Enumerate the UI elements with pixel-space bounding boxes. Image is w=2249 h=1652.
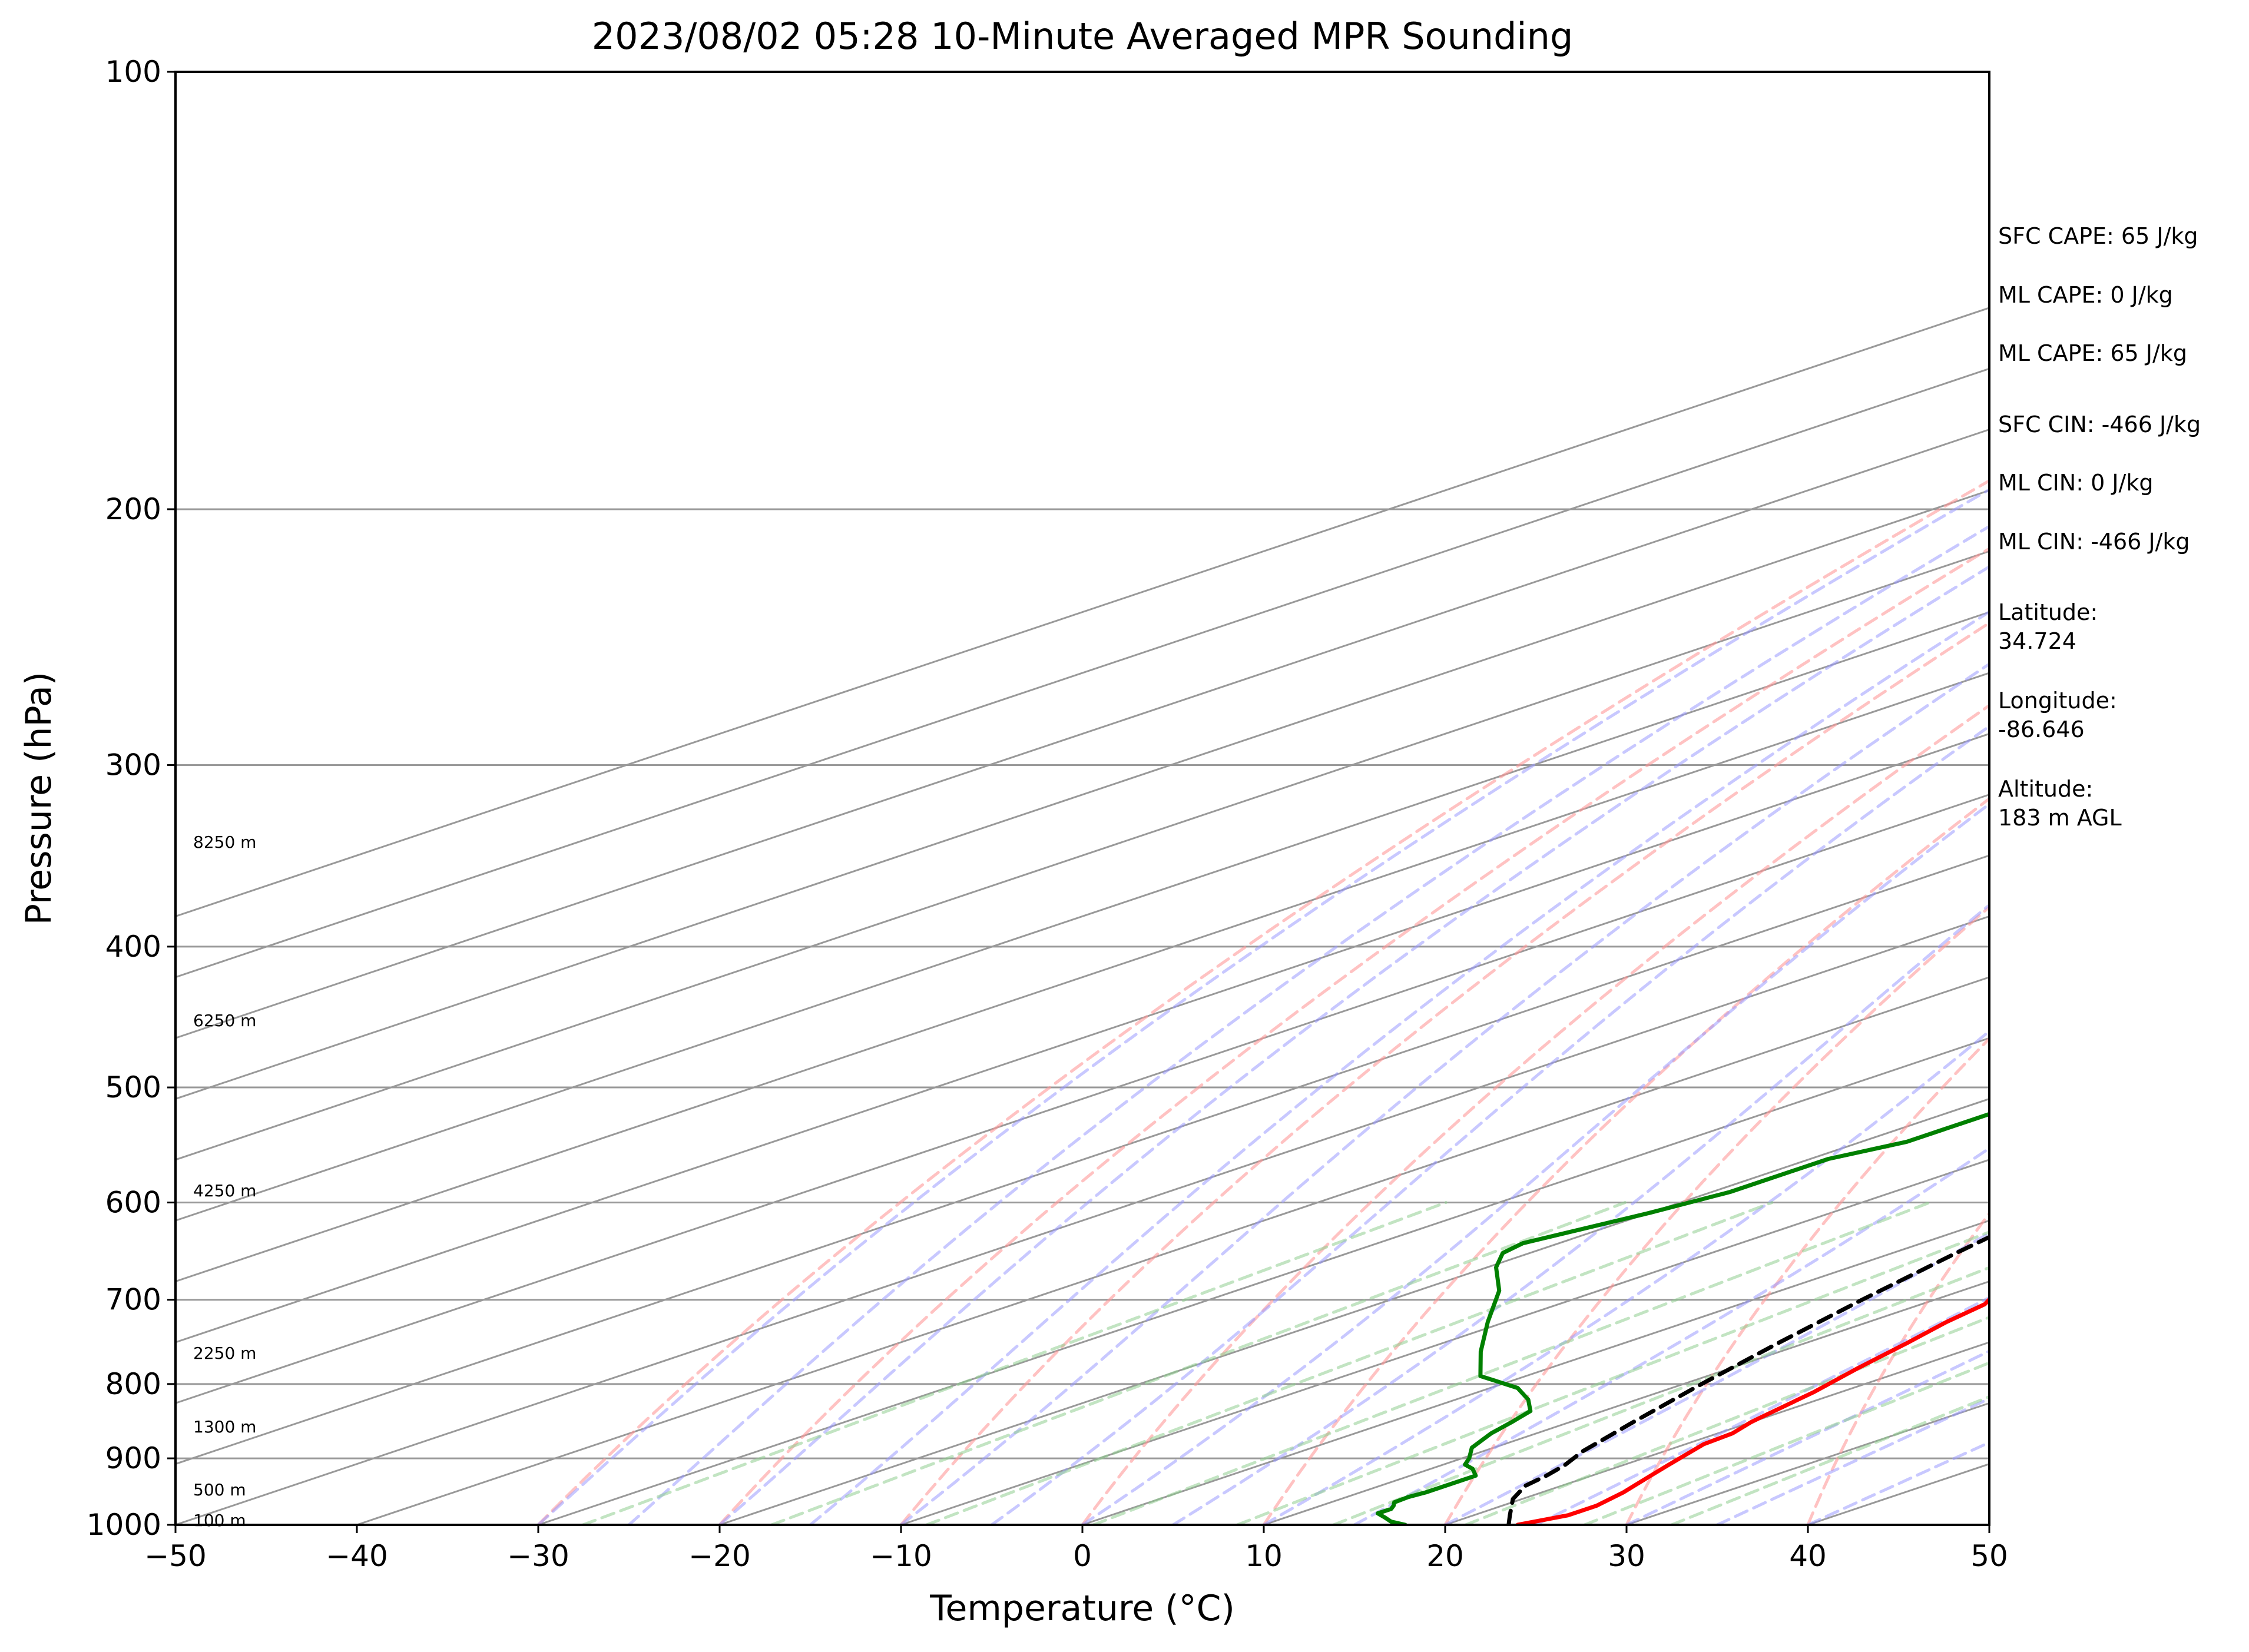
y-tick-label: 900 — [105, 1441, 161, 1475]
moist-adiabat-line — [1715, 1396, 1989, 1525]
isotherm-line — [175, 794, 1989, 1404]
parcel-profile — [1506, 1235, 1989, 1525]
longitude-value: -86.646 — [1998, 716, 2085, 742]
latitude-label: Latitude: — [1998, 599, 2098, 625]
mixing-ratio-line — [925, 1201, 1774, 1525]
isotherm-line — [175, 611, 1989, 1222]
isotherm-line — [175, 672, 1989, 1283]
moist-adiabat-line — [536, 487, 1989, 1525]
y-tick-label: 400 — [105, 930, 161, 964]
x-tick-label: −20 — [688, 1539, 751, 1573]
height-label: 2250 m — [193, 1344, 256, 1363]
y-tick-label: 200 — [105, 492, 161, 526]
height-label: 1300 m — [193, 1417, 256, 1437]
altitude-label: Altitude: — [1998, 776, 2093, 802]
y-tick-label: 300 — [105, 748, 161, 782]
y-tick-label: 700 — [105, 1283, 161, 1317]
isotherm-line — [175, 550, 1989, 1161]
isotherm-line — [718, 1097, 1989, 1525]
moist-adiabat-line — [1443, 1231, 1989, 1525]
latitude-value: 34.724 — [1998, 628, 2076, 654]
ml-cin-text-2: ML CIN: -466 J/kg — [1998, 529, 2190, 555]
isotherm-line — [175, 307, 1989, 918]
dry-adiabat-line — [899, 621, 1989, 1525]
temperature-profile — [1515, 1296, 1989, 1525]
moist-adiabat-line — [990, 724, 1989, 1525]
x-tick-label: 40 — [1789, 1539, 1827, 1573]
moist-adiabat-line — [1534, 1296, 1989, 1525]
height-label: 100 m — [193, 1511, 246, 1530]
sfc-cin-text: SFC CIN: -466 J/kg — [1998, 412, 2201, 437]
moist-adiabat-line — [1353, 1146, 1989, 1525]
dry-adiabat-line — [718, 546, 1989, 1525]
isotherm-line — [356, 976, 1989, 1525]
y-tick-label: 100 — [105, 55, 161, 89]
x-tick-label: −40 — [326, 1539, 388, 1573]
moist-adiabat-line — [718, 565, 1989, 1525]
x-tick-label: −30 — [507, 1539, 569, 1573]
x-axis-label: Temperature (°C) — [929, 1588, 1235, 1629]
y-tick-label: 500 — [105, 1070, 161, 1104]
height-labels: 8250 m 6250 m 4250 m 2250 m 1300 m 500 m 100 m — [193, 832, 256, 1530]
isotherm-line — [175, 732, 1989, 1344]
x-axis: −50 −40 −30 −20 −10 0 10 20 30 40 50 — [144, 1525, 2008, 1573]
x-tick-label: 10 — [1245, 1539, 1283, 1573]
moist-adiabat-line — [809, 610, 1989, 1525]
dewpoint-profile — [1376, 1112, 1989, 1525]
dry-adiabat-line — [1806, 1210, 1989, 1525]
x-tick-label: −10 — [870, 1539, 932, 1573]
height-label: 8250 m — [193, 832, 256, 852]
y-tick-label: 800 — [105, 1367, 161, 1401]
ml-cape-text: ML CAPE: 0 J/kg — [1998, 282, 2173, 308]
mixing-ratio-line — [1332, 1266, 1989, 1525]
mixing-ratio-line — [1464, 1315, 1989, 1525]
isotherm-line — [175, 915, 1989, 1525]
y-tick-label: 1000 — [87, 1508, 161, 1542]
moist-adiabat-line — [1262, 1029, 1989, 1525]
x-tick-label: −50 — [144, 1539, 207, 1573]
dry-adiabat-line — [2171, 72, 2249, 1525]
moist-adiabat-line — [627, 525, 1989, 1525]
height-label: 4250 m — [193, 1181, 256, 1200]
isotherm-line — [175, 489, 1989, 1100]
x-tick-label: 50 — [1970, 1539, 2008, 1573]
moist-adiabat-line — [1081, 802, 1989, 1525]
y-axis-label: Pressure (hPa) — [18, 672, 59, 925]
background-reference-lines — [175, 72, 2249, 1525]
isotherm-line — [175, 854, 1989, 1465]
dry-adiabat-line — [1081, 704, 1989, 1525]
moist-adiabat-line — [1171, 903, 1989, 1525]
isotherm-line — [1081, 1219, 1989, 1525]
isotherm-line — [900, 1159, 1989, 1525]
x-tick-label: 30 — [1608, 1539, 1645, 1573]
info-panel: SFC CAPE: 65 J/kg ML CAPE: 0 J/kg ML CAP… — [1998, 223, 2201, 831]
dry-adiabat-line — [1262, 797, 1989, 1525]
x-tick-label: 0 — [1073, 1539, 1092, 1573]
plot-frame — [174, 71, 1990, 1526]
isotherm-line — [1263, 1280, 1989, 1525]
dry-adiabat-line — [536, 479, 1989, 1525]
mixing-ratio-line — [1092, 1201, 1932, 1525]
mixing-ratio-line — [770, 1201, 1627, 1525]
height-label: 500 m — [193, 1480, 246, 1500]
moist-adiabat-line — [899, 662, 1989, 1525]
sfc-cape-text: SFC CAPE: 65 J/kg — [1998, 223, 2198, 249]
altitude-value: 183 m AGL — [1998, 805, 2122, 831]
y-axis: 100 200 300 400 500 600 700 800 900 1000 — [87, 55, 175, 1542]
ml-cape-text-2: ML CAPE: 65 J/kg — [1998, 340, 2187, 366]
longitude-label: Longitude: — [1998, 688, 2117, 714]
height-label: 6250 m — [193, 1011, 256, 1030]
chart-title: 2023/08/02 05:28 10-Minute Averaged MPR … — [592, 15, 1574, 58]
y-tick-label: 600 — [105, 1185, 161, 1219]
isotherm-line — [537, 1037, 1989, 1525]
isotherm-line — [175, 429, 1989, 1039]
mixing-ratio-line — [1236, 1230, 1989, 1525]
ml-cin-text: ML CIN: 0 J/kg — [1998, 470, 2153, 496]
mixing-ratio-line — [581, 1201, 1448, 1525]
x-tick-label: 20 — [1426, 1539, 1464, 1573]
isotherm-line — [175, 367, 1989, 978]
sounding-profiles — [1376, 1112, 1989, 1525]
